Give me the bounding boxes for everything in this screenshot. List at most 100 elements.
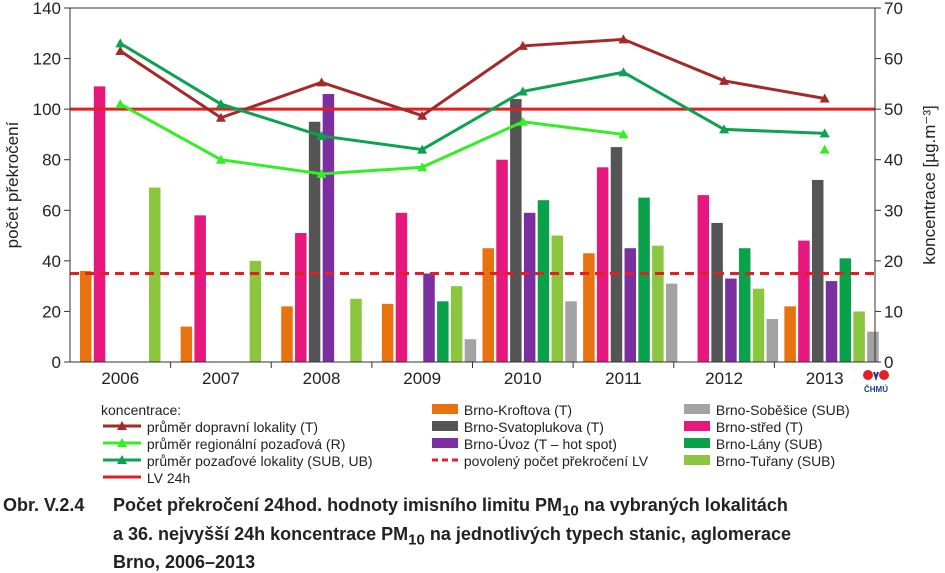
x-tick-label: 2011 — [605, 369, 642, 388]
bar — [825, 281, 838, 362]
series-point — [819, 144, 830, 154]
reference-lines — [70, 107, 875, 275]
bar — [395, 212, 408, 362]
series-point — [417, 110, 428, 120]
legend-swatch-dopravni — [103, 421, 141, 430]
bar — [423, 273, 435, 362]
chmu-logo: ČHMÚ — [862, 368, 890, 394]
caption-sub2: 10 — [408, 531, 425, 549]
x-tick-label: 2010 — [504, 369, 542, 388]
y-left-tick-label: 120 — [33, 50, 61, 69]
legend-item: LV 24h — [101, 470, 190, 486]
legend-item: průměr regionální pozaďová (R) — [101, 436, 345, 452]
bar — [811, 179, 824, 362]
bar — [784, 306, 796, 362]
y-left-tick-label: 100 — [33, 100, 61, 119]
chart: 0 20 40 60 80 100 120 140 0 10 20 30 40 50 60 70 2006 200… — [3, 0, 939, 388]
y-left-tick-label: 20 — [42, 302, 61, 321]
series-point — [618, 129, 629, 139]
series-point — [115, 99, 126, 109]
legend-swatch-lany — [684, 438, 710, 448]
bar — [853, 311, 865, 362]
caption-line2b: na jednotlivých typech stanic, aglomerac… — [424, 523, 791, 544]
caption-id: Obr. V.2.4 — [3, 495, 85, 515]
series-point — [215, 154, 226, 164]
legend-item: povolený počet překročení LV — [430, 453, 648, 469]
y-right-tick-label: 10 — [884, 302, 903, 321]
bar — [482, 248, 494, 362]
bar — [249, 260, 262, 362]
y-axis-left-label: počet překročení — [3, 121, 22, 248]
bar — [308, 121, 321, 363]
series-line — [119, 42, 825, 152]
legend-label: Brno-Lány (SUB) — [715, 436, 823, 452]
legend-item: Brno-Soběšice (SUB) — [682, 402, 850, 418]
y-left-tick-label: 140 — [33, 0, 61, 18]
legend-label: Brno-Kroftova (T) — [463, 402, 573, 418]
y-right-tick-label: 30 — [884, 201, 903, 220]
series-point — [215, 99, 226, 109]
bar — [610, 147, 623, 362]
bar — [381, 303, 394, 362]
bar — [510, 99, 522, 363]
legend-swatch-turany — [684, 455, 710, 465]
y-left-tick-label: 80 — [42, 151, 61, 170]
bars — [80, 86, 879, 363]
legend-title: koncentrace: — [101, 402, 182, 418]
legend-label: průměr dopravní lokality (T) — [146, 419, 319, 435]
x-tick-label: 2013 — [806, 369, 844, 388]
bar — [565, 301, 577, 362]
x-tick-label: 2009 — [403, 369, 441, 388]
legend-swatch-regionalni — [103, 438, 141, 447]
legend-item: Brno-Tuřany (SUB) — [682, 453, 835, 469]
legend-label: Brno-střed (T) — [715, 419, 804, 435]
series-point — [417, 144, 428, 154]
bar — [350, 298, 362, 362]
series-point — [819, 93, 830, 103]
y-right-tick-label: 70 — [884, 0, 903, 18]
bar — [867, 331, 879, 362]
series-point — [316, 168, 327, 178]
legend-item: Brno-střed (T) — [682, 419, 803, 435]
legend-swatch-uvoz — [432, 438, 458, 448]
y-left-tick-label: 0 — [52, 353, 61, 372]
series-point — [417, 162, 428, 172]
bar — [697, 195, 710, 362]
series-point — [316, 130, 327, 140]
x-tick-label: 2008 — [303, 369, 341, 388]
y-left-tick-label: 40 — [42, 252, 61, 271]
concentration-lines — [115, 34, 830, 178]
caption-line1b: na vybraných lokalitách — [578, 495, 788, 515]
bar — [624, 248, 637, 362]
chmu-logo-text: ČHMÚ — [864, 385, 888, 394]
bar — [281, 306, 293, 362]
bar — [80, 270, 92, 362]
bar — [583, 253, 595, 362]
x-tick-label: 2006 — [101, 369, 139, 388]
series-point — [115, 45, 126, 55]
legend-label: povolený počet překročení LV — [463, 453, 649, 469]
legend-label: Brno-Tuřany (SUB) — [715, 453, 836, 469]
legend-label: LV 24h — [146, 470, 191, 486]
legend-item: průměr pozaďové lokality (SUB, UB) — [101, 453, 373, 469]
series-point — [517, 40, 528, 50]
series-point — [517, 86, 528, 96]
caption-line3: Brno, 2006–2013 — [113, 552, 256, 573]
series-point — [215, 112, 226, 122]
bar — [437, 301, 449, 362]
bar — [496, 159, 508, 362]
legend-label: průměr regionální pozaďová (R) — [146, 436, 346, 452]
figure-caption: Obr. V.2.4 Počet překročení 24hod. hodnot… — [3, 494, 943, 573]
bar — [464, 339, 477, 362]
series-line — [119, 102, 624, 176]
caption-line2a: a 36. nejvyšší 24h koncentrace PM — [113, 523, 409, 544]
y-right-tick-label: 40 — [884, 151, 903, 170]
bar — [725, 278, 737, 362]
legend-swatch-sobesice — [684, 404, 710, 414]
bar — [638, 197, 650, 362]
series-line — [119, 37, 825, 120]
y-right-tick-label: 0 — [884, 353, 893, 372]
bar — [523, 212, 536, 362]
y-axis-right-label: koncentrace [µg.m⁻³] — [920, 105, 939, 265]
axes: 0 20 40 60 80 100 120 140 0 10 20 30 40 50 60 70 2006 200… — [33, 0, 903, 388]
